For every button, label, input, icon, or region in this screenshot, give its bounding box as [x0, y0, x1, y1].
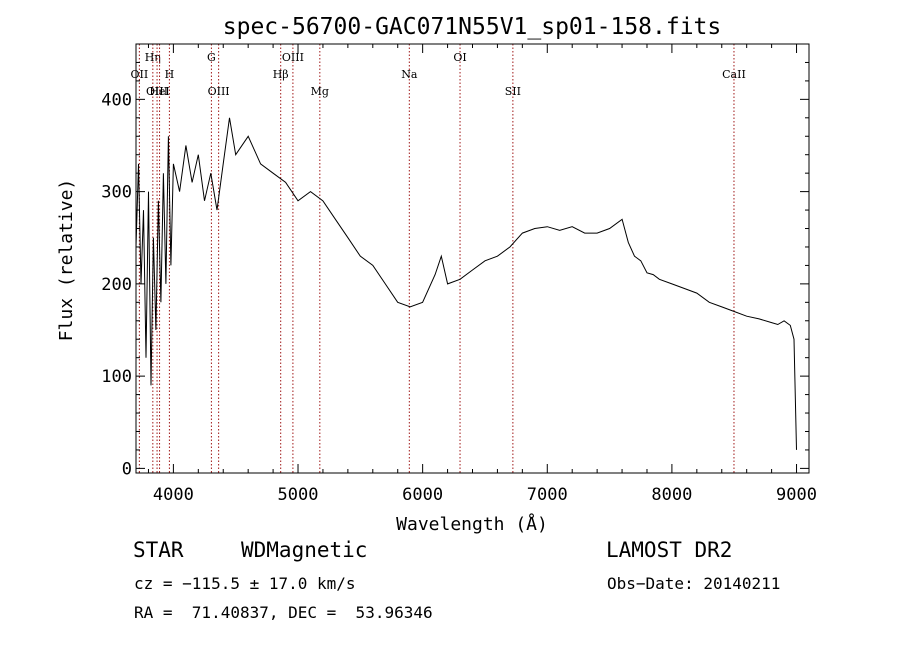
x-tick-label-1: 5000 — [278, 485, 319, 505]
y-tick-label-3: 300 — [101, 183, 132, 203]
marker-label-3: HeI — [149, 85, 169, 98]
y-tick-label-2: 200 — [101, 275, 132, 295]
x-axis-label: Wavelength (Å) — [396, 513, 548, 535]
marker-label-13: CaII — [722, 68, 746, 81]
y-axis: 0 100 200 300 400 — [101, 61, 809, 479]
y-tick-label-1: 100 — [101, 367, 132, 387]
x-tick-label-3: 7000 — [527, 485, 568, 505]
marker-label-10: Na — [401, 68, 418, 81]
object-subclass: WDMagnetic — [241, 538, 368, 562]
y-axis-label: Flux (relative) — [56, 179, 77, 342]
marker-label-5: G — [207, 51, 216, 64]
survey-name: LAMOST DR2 — [606, 538, 733, 562]
y-tick-label-0: 0 — [122, 459, 132, 479]
chart-title: spec-56700-GAC071N55V1_sp01-158.fits — [223, 14, 722, 40]
marker-label-12: SII — [505, 85, 521, 98]
redshift-readout: cz = −115.5 ± 17.0 km/s — [134, 574, 356, 593]
spectrum-series — [135, 117, 797, 450]
plot-frame — [135, 43, 810, 474]
x-tick-label-5: 9000 — [776, 485, 817, 505]
marker-label-6: OIII — [208, 85, 230, 98]
marker-label-2: OIII — [146, 85, 168, 98]
y-tick-label-4: 400 — [101, 90, 132, 110]
marker-label-4: H — [165, 68, 175, 81]
x-tick-label-0: 4000 — [153, 485, 194, 505]
x-tick-label-2: 6000 — [402, 485, 443, 505]
x-tick-label-4: 8000 — [651, 485, 692, 505]
object-class: STAR — [133, 538, 184, 562]
marker-label-7: Hβ — [273, 68, 289, 81]
ra-dec-readout: RA = 71.40837, DEC = 53.96346 — [134, 603, 433, 622]
marker-label-11: OI — [453, 51, 466, 64]
marker-label-0: OII — [131, 68, 149, 81]
x-axis: 4000 5000 6000 7000 8000 9000 — [147, 44, 817, 505]
marker-label-1: Hη — [145, 51, 161, 64]
spectrum-chart: spec-56700-GAC071N55V1_sp01-158.fits OII… — [56, 14, 817, 535]
obs-date: Obs−Date: 20140211 — [607, 574, 781, 593]
spectrum-line — [135, 117, 797, 450]
marker-label-9: Mg — [311, 85, 329, 98]
marker-label-8: OIII — [282, 51, 304, 64]
